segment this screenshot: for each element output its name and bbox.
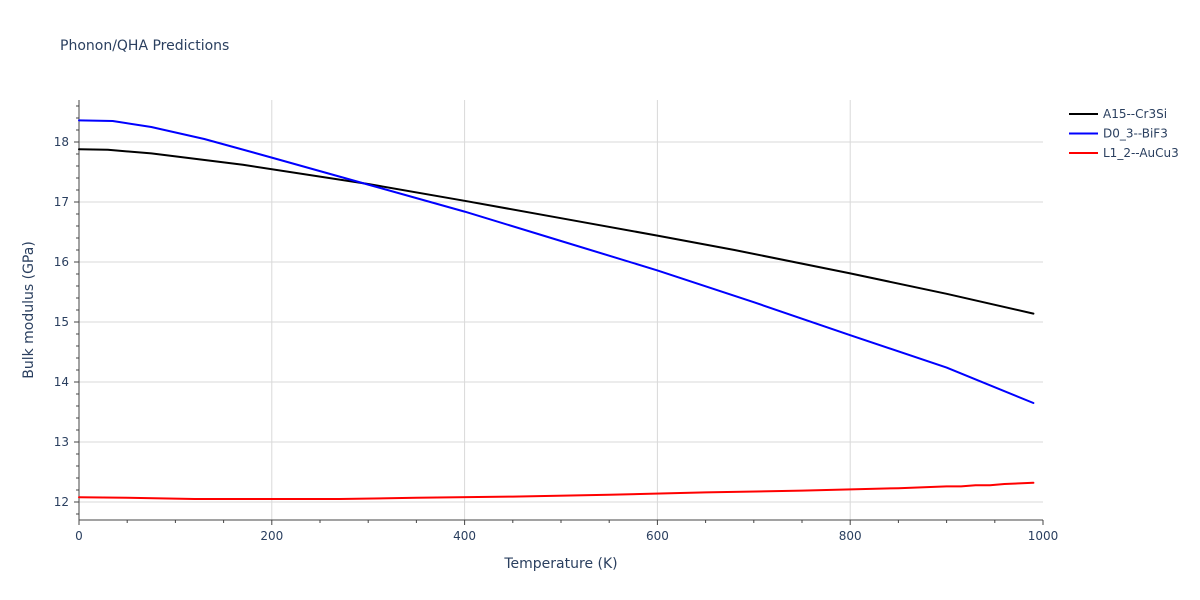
y-axis-title: Bulk modulus (GPa) [21, 241, 37, 379]
y-tick-label: 16 [54, 255, 69, 269]
x-tick-label: 400 [453, 529, 476, 543]
legend-item-A15--Cr3Si[interactable]: A15--Cr3Si [1069, 107, 1167, 121]
y-tick-label: 14 [54, 375, 69, 389]
series-line-A15--Cr3Si [78, 148, 1035, 315]
legend-label: L1_2--AuCu3 [1103, 146, 1179, 160]
y-tick-label: 13 [54, 435, 69, 449]
x-tick-label: 800 [839, 529, 862, 543]
series-line-L1_2--AuCu3 [78, 481, 1035, 500]
x-tick-label: 0 [75, 529, 83, 543]
x-axis-title: Temperature (K) [503, 556, 617, 572]
grid [79, 100, 1043, 520]
y-tick-label: 12 [54, 495, 69, 509]
legend-label: A15--Cr3Si [1103, 107, 1167, 121]
y-tick-label: 18 [54, 135, 69, 149]
x-tick-label: 1000 [1028, 529, 1059, 543]
chart-title: Phonon/QHA Predictions [60, 38, 229, 54]
legend[interactable]: A15--Cr3Si D0_3--BiF3 L1_2--AuCu3 [1069, 107, 1179, 160]
axes: 0 200 400 600 800 1000 12 13 14 15 16 17 18 [54, 100, 1059, 543]
legend-item-D0_3--BiF3[interactable]: D0_3--BiF3 [1069, 127, 1168, 141]
x-tick-label: 600 [646, 529, 669, 543]
series-line-D0_3--BiF3 [78, 119, 1035, 404]
y-tick-label: 17 [54, 195, 69, 209]
y-tick-label: 15 [54, 315, 69, 329]
plot-series [78, 119, 1035, 500]
x-tick-label: 200 [260, 529, 283, 543]
legend-item-L1_2--AuCu3[interactable]: L1_2--AuCu3 [1069, 146, 1179, 160]
legend-label: D0_3--BiF3 [1103, 127, 1168, 141]
